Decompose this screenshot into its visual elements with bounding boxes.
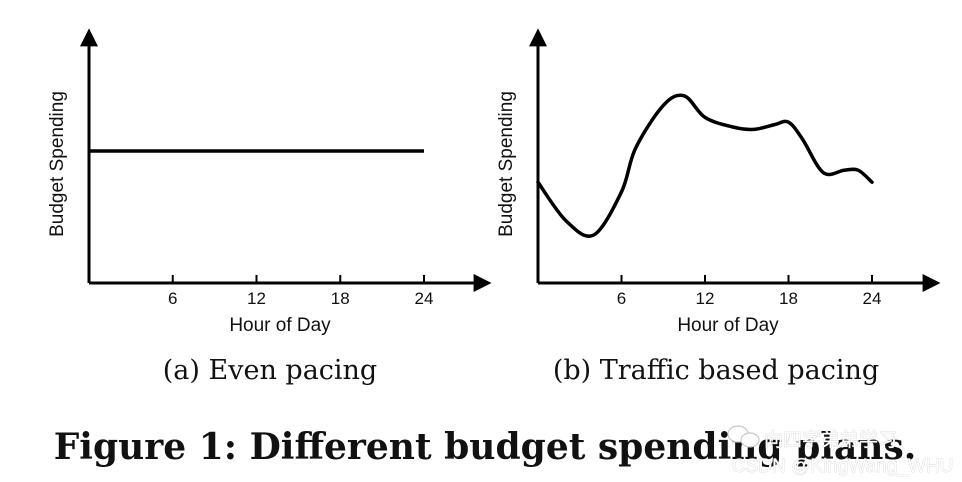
y-axis-label-a: Budget Spending — [47, 91, 68, 237]
x-tick-label-a: 6 — [168, 289, 177, 308]
x-tick-label-b: 6 — [617, 289, 626, 308]
x-tick-label-a: 24 — [415, 289, 434, 308]
subfigure-caption-a: (a) Even pacing — [163, 355, 377, 386]
watermark-title: 向四字弟弟学习 — [764, 429, 897, 451]
watermark-credit: CSDN @KingWang_WHU — [732, 456, 953, 477]
x-axis-label-b: Hour of Day — [677, 315, 779, 336]
x-tick-label-a: 12 — [247, 289, 266, 308]
x-tick-label-b: 18 — [779, 289, 798, 308]
x-tick-label-a: 18 — [331, 289, 350, 308]
panel-b: 6 12 18 24 Budget Spending Hour of Day (b) … — [496, 28, 941, 386]
x-tick-label-b: 24 — [863, 289, 882, 308]
x-ticks-a: 6 12 18 24 — [168, 275, 433, 308]
y-axis-label-b: Budget Spending — [496, 91, 517, 237]
watermark: 向四字弟弟学习 CSDN @KingWang_WHU — [727, 425, 954, 477]
wechat-icon — [727, 425, 760, 448]
x-axis-label-a: Hour of Day — [229, 315, 331, 336]
panel-a: 6 12 18 24 Budget Spending Hour of Day (a) … — [47, 28, 492, 386]
figure-caption: Figure 1: Different budget spending plan… — [54, 426, 917, 468]
subfigure-caption-b: (b) Traffic based pacing — [553, 355, 879, 386]
x-tick-label-b: 12 — [696, 289, 715, 308]
x-ticks-b: 6 12 18 24 — [617, 275, 882, 308]
series-line-b — [536, 93, 874, 238]
